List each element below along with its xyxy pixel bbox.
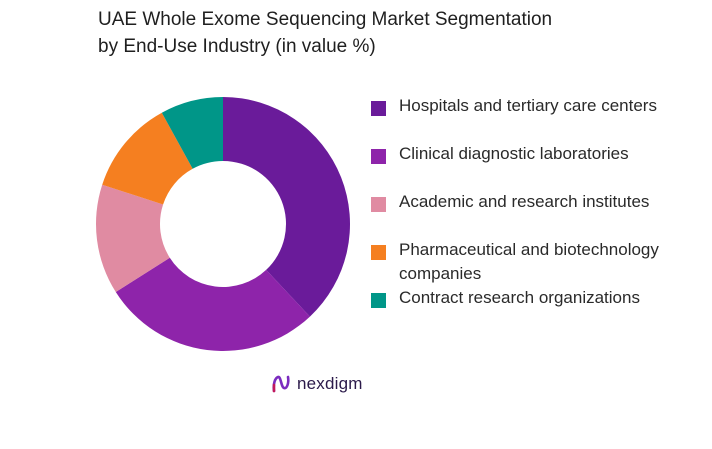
legend-item-academic: Academic and research institutes — [371, 190, 671, 238]
legend-swatch-academic — [371, 197, 386, 212]
donut-slice-clinical-labs — [115, 257, 310, 351]
legend-label-cro: Contract research organizations — [399, 288, 640, 307]
donut-slice-academic — [96, 184, 170, 293]
legend-item-pharma: Pharmaceutical and biotechnology compani… — [371, 238, 671, 286]
chart-legend: Hospitals and tertiary care centers Clin… — [371, 94, 671, 334]
nexdigm-logo: nexdigm — [271, 372, 363, 396]
brand-name: nexdigm — [297, 374, 363, 393]
legend-swatch-hospitals — [371, 101, 386, 116]
legend-label-hospitals: Hospitals and tertiary care centers — [399, 96, 657, 115]
donut-slice-hospitals — [223, 97, 350, 317]
donut-slice-pharma — [102, 112, 193, 205]
legend-item-clinical-labs: Clinical diagnostic laboratories — [371, 142, 671, 190]
donut-slice-cro — [161, 97, 223, 169]
legend-item-hospitals: Hospitals and tertiary care centers — [371, 94, 671, 142]
legend-swatch-pharma — [371, 245, 386, 260]
chart-title-line-2: by End-Use Industry (in value %) — [98, 36, 376, 57]
legend-swatch-clinical-labs — [371, 149, 386, 164]
chart-title-line-1: UAE Whole Exome Sequencing Market Segmen… — [98, 9, 553, 30]
legend-label-clinical-labs: Clinical diagnostic laboratories — [399, 144, 629, 163]
chart-title: UAE Whole Exome Sequencing Market Segmen… — [98, 6, 658, 60]
nexdigm-logo-icon — [272, 375, 290, 393]
legend-label-academic: Academic and research institutes — [399, 192, 650, 211]
legend-swatch-cro — [371, 293, 386, 308]
legend-item-cro: Contract research organizations — [371, 286, 671, 334]
legend-label-pharma: Pharmaceutical and biotechnology compani… — [399, 240, 659, 283]
